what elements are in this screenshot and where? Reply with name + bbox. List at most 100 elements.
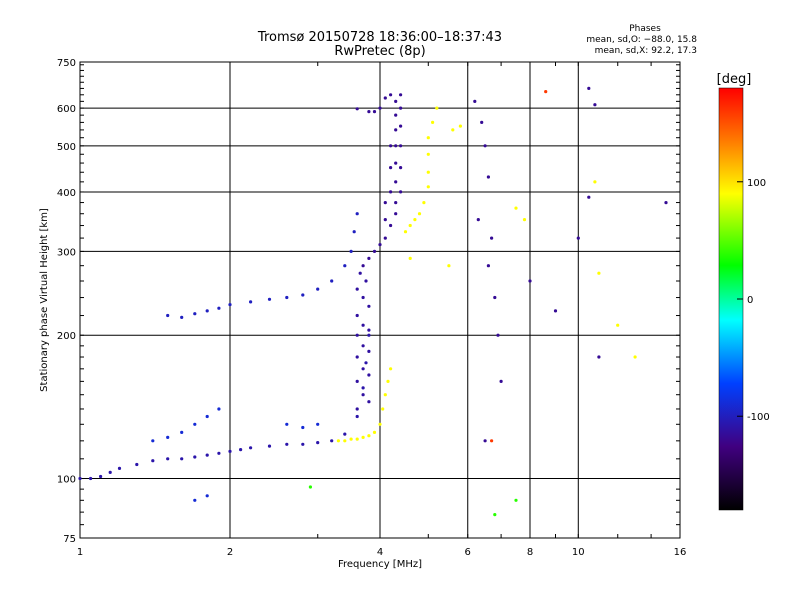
echo-point [367,400,371,404]
echo-point [367,256,371,260]
echo-point [378,106,382,110]
x-tick-label: 10 [572,547,585,558]
echo-point [522,218,527,222]
echo-point [394,201,398,205]
axis-ticks: 1 2 4 6 8 10 16 75 100 200 300 400 500 600 750 [57,58,686,558]
echo-point [205,453,209,457]
echo-point [239,448,243,452]
echo-point [587,86,591,90]
echo-point [355,313,359,318]
echo-point [389,144,393,148]
echo-point [399,93,403,97]
echo-point [205,414,209,419]
echo-point [166,313,170,318]
echo-point [367,304,371,308]
echo-point [426,170,430,174]
echo-point [426,185,430,189]
echo-point [301,293,305,297]
echo-point [486,264,490,268]
echo-point [193,455,197,459]
echo-point [483,439,487,443]
echo-point [151,459,155,463]
echo-point [399,166,403,170]
stats-line-o: mean, sd,O: −88.0, 15.8 [586,35,697,45]
echo-point [228,303,232,307]
echo-point [367,349,371,353]
y-tick-label: 75 [63,534,76,545]
y-tick-label: 600 [57,104,76,115]
echo-point [355,107,359,111]
colorbar-tick-label: 100 [747,178,766,189]
echo-point [383,96,387,100]
echo-point [476,218,480,222]
echo-point [389,367,393,371]
echo-point [593,180,597,184]
echo-point [301,442,305,446]
echo-point [180,457,184,461]
echo-point [381,407,385,411]
echo-point [343,439,347,443]
echo-point [499,379,503,383]
echo-point [431,120,435,124]
echo-point [367,434,371,438]
echo-point [483,144,487,148]
echo-point [399,190,403,194]
echo-point [389,166,393,170]
echo-point [544,90,548,94]
echo-point [355,379,359,383]
y-tick-label: 100 [57,475,76,486]
echo-point [193,422,197,426]
echo-point [355,212,359,216]
echo-point [399,144,403,148]
echo-point [394,180,398,184]
echo-point [597,355,601,359]
echo-point [355,437,359,441]
echo-point [386,379,390,383]
x-tick-label: 8 [527,547,533,558]
echo-point [367,373,371,377]
colorbar-tick-label: -100 [747,412,770,423]
echo-point [394,144,398,148]
echo-point [490,439,494,443]
echo-point [361,344,365,348]
x-axis-label: Frequency [MHz] [338,559,422,570]
echo-point [480,120,484,124]
echo-point [383,218,387,222]
x-tick-label: 6 [465,547,471,558]
echo-point [193,498,197,502]
echo-point [166,457,170,461]
echo-point [151,439,155,443]
echo-point [394,128,398,132]
echo-point [364,279,368,283]
echo-point [422,201,426,205]
colorbar-label: [deg] [717,72,752,87]
echo-point [358,271,362,275]
echo-point [389,223,393,228]
echo-point [633,355,637,359]
grid-lines [80,62,680,538]
echo-point [205,309,209,313]
echo-point [180,430,184,434]
echo-point [493,513,497,517]
echo-point [514,206,518,210]
x-tick-label: 16 [674,547,687,558]
echo-point [343,432,347,436]
echo-point [367,110,371,114]
echo-point [355,407,359,411]
echo-point [576,236,580,240]
y-tick-label: 500 [57,142,76,153]
echo-point [352,230,356,234]
echo-point [664,201,668,205]
echo-point [267,444,272,448]
chart-subtitle: RwPretec (8p) [334,44,425,59]
colorbar-tick-label: 0 [747,295,753,306]
echo-point [135,462,139,467]
y-tick-label: 300 [57,247,76,258]
echo-point [490,236,494,240]
echo-point [593,103,597,107]
echo-point [372,249,377,253]
echo-point [394,99,398,103]
echo-point [435,106,439,110]
echo-point [285,422,289,426]
